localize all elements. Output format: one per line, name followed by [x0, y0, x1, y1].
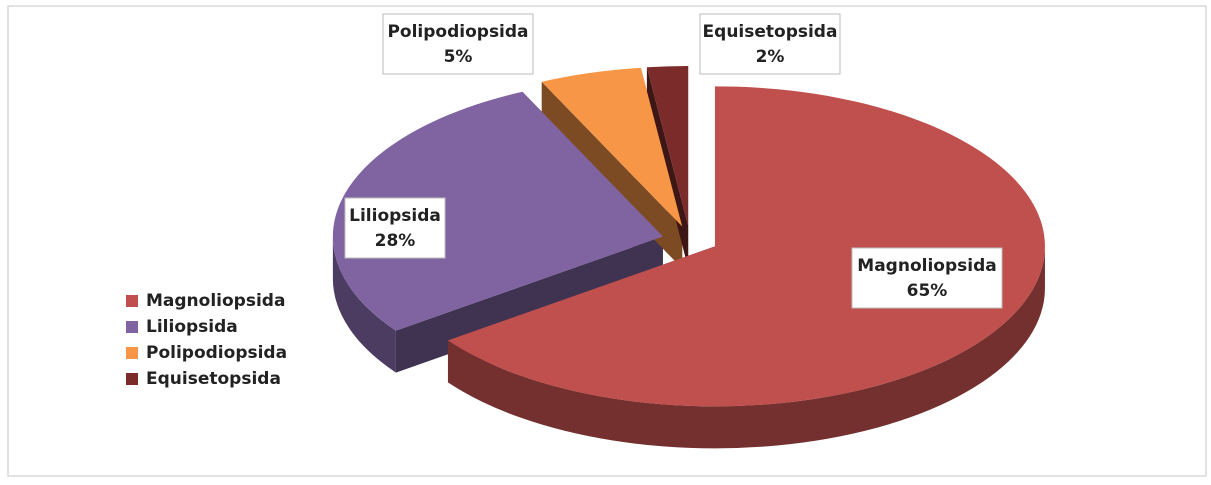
legend-label: Magnoliopsida	[146, 291, 285, 311]
legend-label: Equisetopsida	[146, 369, 281, 389]
data-label-value: 5%	[444, 47, 473, 67]
slice-tops	[332, 66, 1045, 407]
legend-swatch	[126, 295, 138, 307]
slice-side	[332, 236, 396, 373]
data-label-box	[344, 197, 446, 259]
legend-swatch	[126, 347, 138, 359]
legend-label: Liliopsida	[146, 317, 238, 337]
slice-side	[447, 246, 1045, 449]
data-label-value: 65%	[907, 281, 948, 301]
data-label-value: 2%	[756, 47, 785, 67]
legend-swatch	[126, 373, 138, 385]
data-label-box	[851, 247, 1003, 309]
slice	[332, 91, 663, 331]
data-label-name: Polipodiopsida	[387, 22, 528, 42]
slice	[646, 66, 689, 227]
data-label-value: 28%	[375, 231, 416, 251]
data-label-name: Equisetopsida	[703, 22, 838, 42]
slice	[447, 86, 1045, 407]
data-label-box	[699, 13, 841, 75]
slice-fronts	[332, 236, 1045, 449]
legend-label: Polipodiopsida	[146, 343, 287, 363]
data-label-name: Liliopsida	[349, 206, 441, 226]
data-label-box	[382, 13, 534, 75]
slice	[541, 67, 683, 227]
legend-swatch	[126, 321, 138, 333]
data-label-name: Magnoliopsida	[857, 256, 996, 276]
